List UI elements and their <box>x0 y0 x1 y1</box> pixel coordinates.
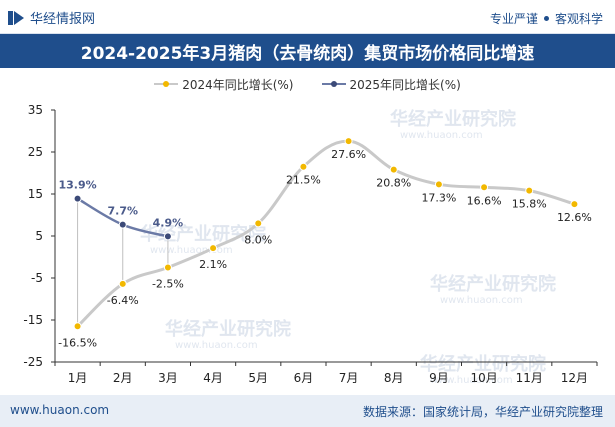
x-tick-label: 1月 <box>68 371 88 385</box>
footer-url: www.huaon.com <box>10 403 110 417</box>
series-2024-data-label: 21.5% <box>286 174 321 187</box>
brand: 华经情报网 <box>8 8 95 27</box>
series-2024-data-label: 16.6% <box>467 194 502 207</box>
x-tick-label: 4月 <box>203 371 223 385</box>
series-2025-point <box>118 220 127 229</box>
series-2024-point <box>389 165 398 174</box>
legend-label-2025: 2025年同比增长(%) <box>349 77 461 92</box>
x-tick-label: 10月 <box>470 371 497 385</box>
watermark-url: www.huaon.com <box>400 130 483 141</box>
watermark-text: 华经产业研究院 <box>430 273 556 295</box>
tagline: 专业严谨 客观科学 <box>490 10 603 27</box>
series-2024-data-label: -6.4% <box>107 294 139 307</box>
series-2025-point <box>73 194 82 203</box>
x-tick-label: 8月 <box>384 371 404 385</box>
y-tick-label: -5 <box>31 271 43 285</box>
series-2024-point <box>209 244 218 253</box>
y-tick-label: -25 <box>23 355 43 369</box>
x-tick-label: 5月 <box>248 371 268 385</box>
y-tick-label: -15 <box>23 313 43 327</box>
legend-item-2025: 2025年同比增长(%) <box>321 76 461 93</box>
watermark-url: www.huaon.com <box>150 245 233 256</box>
series-2024-data-label: 27.6% <box>331 148 366 161</box>
watermark-url: www.huaon.com <box>175 340 258 351</box>
series-2024-point <box>434 180 443 189</box>
watermark-url: www.huaon.com <box>440 295 523 306</box>
watermark-text: 华经产业研究院 <box>420 353 546 375</box>
series-2024-data-label: -16.5% <box>58 336 97 349</box>
chart-legend: 2024年同比增长(%) 2025年同比增长(%) <box>0 74 615 94</box>
series-2024-data-label: 20.8% <box>376 177 411 190</box>
x-tick-label: 7月 <box>339 371 359 385</box>
series-2024-point <box>118 279 127 288</box>
watermark-url: www.huaon.com <box>430 375 513 386</box>
series-2024-point <box>163 263 172 272</box>
x-tick-label: 3月 <box>158 371 178 385</box>
series-2024-point <box>525 186 534 195</box>
legend-swatch-2024-icon <box>154 81 179 87</box>
footer-source: 数据来源：国家统计局，华经产业研究院整理 <box>362 405 603 419</box>
x-tick-label: 2月 <box>113 371 133 385</box>
series-2025-point <box>163 232 172 241</box>
legend-swatch-2025-icon <box>321 81 346 87</box>
series-2024-point <box>570 200 579 209</box>
series-2024-data-label: 17.3% <box>421 191 456 204</box>
series-2024-data-label: -2.5% <box>152 278 184 291</box>
tagline-left: 专业严谨 <box>489 12 538 26</box>
y-tick-label: 5 <box>35 229 43 243</box>
y-tick-label: 35 <box>28 103 43 117</box>
watermark-text: 华经产业研究院 <box>165 318 291 340</box>
series-2024-point <box>344 137 353 146</box>
brand-name: 华经情报网 <box>30 12 96 27</box>
series-2024-data-label: 8.0% <box>244 233 272 246</box>
x-tick-label: 11月 <box>516 371 543 385</box>
tagline-right: 客观科学 <box>554 12 603 26</box>
series-2025-data-label: 13.9% <box>58 179 96 192</box>
chart-title: 2024-2025年3月猪肉（去骨统肉）集贸市场价格同比增速 <box>0 34 615 68</box>
x-tick-label: 9月 <box>429 371 449 385</box>
y-tick-label: 25 <box>28 145 43 159</box>
series-2024-data-label: 12.6% <box>557 211 592 224</box>
y-tick-label: 15 <box>28 187 43 201</box>
series-2024-point <box>299 162 308 171</box>
series-2024-point <box>480 183 489 192</box>
legend-item-2024: 2024年同比增长(%) <box>154 76 294 93</box>
line-chart: 华经产业研究院www.huaon.com华经产业研究院www.huaon.com… <box>23 103 598 386</box>
series-2025-data-label: 7.7% <box>107 205 138 218</box>
series-2024-point <box>73 322 82 331</box>
series-2024-data-label: 15.8% <box>512 198 547 211</box>
tagline-dot-icon <box>543 16 549 21</box>
legend-label-2024: 2024年同比增长(%) <box>182 77 294 92</box>
series-2024-data-label: 2.1% <box>199 258 227 271</box>
brand-logo-icon <box>8 10 24 25</box>
watermark-text: 华经产业研究院 <box>390 108 516 130</box>
footer: www.huaon.com 数据来源：国家统计局，华经产业研究院整理 <box>0 395 615 427</box>
series-2024-point <box>254 219 263 228</box>
x-tick-label: 12月 <box>561 371 588 385</box>
x-tick-label: 6月 <box>294 371 314 385</box>
series-2025-data-label: 4.9% <box>153 216 184 229</box>
top-bar: 华经情报网 专业严谨 客观科学 <box>0 0 615 34</box>
